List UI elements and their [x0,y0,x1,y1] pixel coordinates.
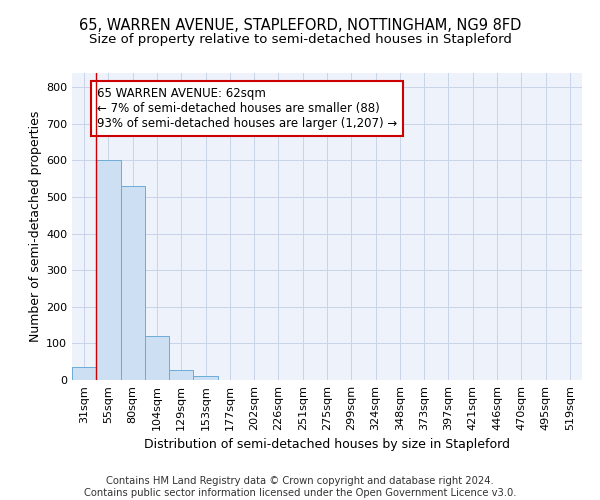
X-axis label: Distribution of semi-detached houses by size in Stapleford: Distribution of semi-detached houses by … [144,438,510,452]
Bar [169,370,193,380]
Bar [96,160,121,380]
Bar [72,367,96,380]
Bar [193,376,218,380]
Text: Contains HM Land Registry data © Crown copyright and database right 2024.
Contai: Contains HM Land Registry data © Crown c… [84,476,516,498]
Bar [145,336,169,380]
Text: Size of property relative to semi-detached houses in Stapleford: Size of property relative to semi-detach… [89,32,511,46]
Y-axis label: Number of semi-detached properties: Number of semi-detached properties [29,110,42,342]
Text: 65 WARREN AVENUE: 62sqm
← 7% of semi-detached houses are smaller (88)
93% of sem: 65 WARREN AVENUE: 62sqm ← 7% of semi-det… [97,87,397,130]
Text: 65, WARREN AVENUE, STAPLEFORD, NOTTINGHAM, NG9 8FD: 65, WARREN AVENUE, STAPLEFORD, NOTTINGHA… [79,18,521,32]
Bar [121,186,145,380]
